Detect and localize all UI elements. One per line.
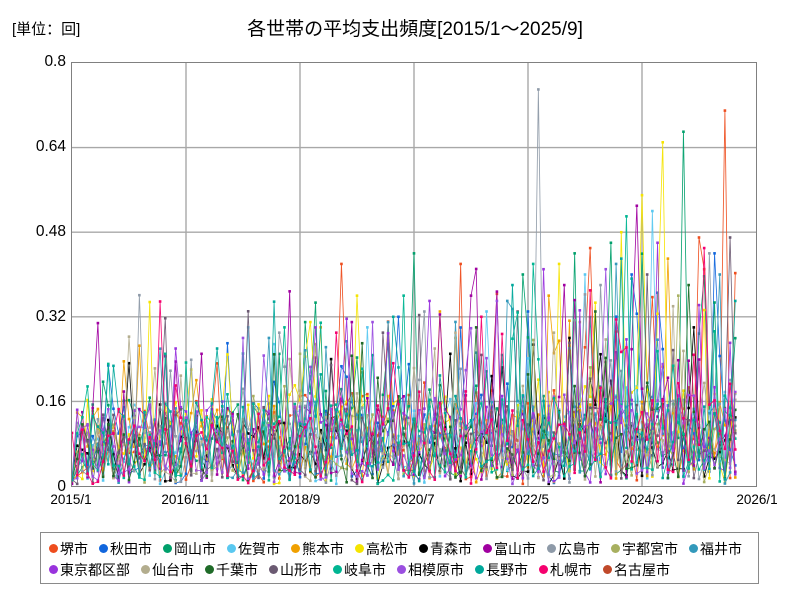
- x-tick-2016-11: 2016/11: [161, 492, 210, 507]
- legend-label: 岐阜市: [344, 561, 386, 578]
- legend-label: 長野市: [486, 561, 528, 578]
- legend-marker-icon: [227, 544, 236, 553]
- legend-label: 宇都宮市: [622, 540, 678, 557]
- legend-marker-icon: [49, 544, 58, 553]
- legend-label: 佐賀市: [238, 540, 280, 557]
- y-axis-tick-labels: 0.8 0.64 0.48 0.32 0.16 0: [0, 0, 66, 600]
- y-tick-0.48: 0.48: [35, 223, 66, 240]
- plot-area: [71, 62, 757, 487]
- x-tick-2015-1: 2015/1: [50, 492, 92, 507]
- legend-marker-icon: [603, 565, 612, 574]
- legend-label: 広島市: [558, 540, 600, 557]
- chart-title: 各世帯の平均支出頻度[2015/1～2025/9]: [247, 19, 583, 40]
- legend-item-堺市[interactable]: 堺市: [49, 542, 88, 556]
- legend: 堺市 秋田市 岡山市 佐賀市 熊本市 高松市 青森市 富山市 広島市 宇都宮市 福井市 東京都区部 仙…: [40, 532, 759, 584]
- legend-item-富山市[interactable]: 富山市: [483, 542, 536, 556]
- legend-marker-icon: [333, 565, 342, 574]
- legend-marker-icon: [611, 544, 620, 553]
- unit-label: [単位：回]: [12, 21, 81, 38]
- legend-label: 高松市: [366, 540, 408, 557]
- legend-marker-icon: [475, 565, 484, 574]
- legend-row-1: 堺市 秋田市 岡山市 佐賀市 熊本市 高松市 青森市 富山市 広島市 宇都宮市 福井市: [49, 538, 750, 559]
- legend-item-長野市[interactable]: 長野市: [475, 563, 528, 577]
- legend-marker-icon: [205, 565, 214, 574]
- legend-item-相模原市[interactable]: 相模原市: [397, 563, 464, 577]
- legend-item-秋田市[interactable]: 秋田市: [99, 542, 152, 556]
- legend-marker-icon: [163, 544, 172, 553]
- legend-item-岐阜市[interactable]: 岐阜市: [333, 563, 386, 577]
- legend-label: 東京都区部: [60, 561, 130, 578]
- series-長野市: [72, 257, 737, 483]
- legend-label: 山形市: [280, 561, 322, 578]
- legend-marker-icon: [49, 565, 58, 574]
- series-札幌市: [72, 246, 737, 485]
- x-tick-2022-5: 2022/5: [507, 492, 549, 507]
- legend-item-熊本市[interactable]: 熊本市: [291, 542, 344, 556]
- legend-item-山形市[interactable]: 山形市: [269, 563, 322, 577]
- legend-item-福井市[interactable]: 福井市: [689, 542, 742, 556]
- y-tick-0.8: 0.8: [44, 53, 66, 70]
- legend-item-宇都宮市[interactable]: 宇都宮市: [611, 542, 678, 556]
- x-tick-2026-1: 2026/1: [736, 492, 778, 507]
- legend-label: 福井市: [700, 540, 742, 557]
- legend-marker-icon: [483, 544, 492, 553]
- legend-item-千葉市[interactable]: 千葉市: [205, 563, 258, 577]
- legend-marker-icon: [99, 544, 108, 553]
- legend-label: 札幌市: [550, 561, 592, 578]
- legend-label: 仙台市: [152, 561, 194, 578]
- y-tick-0: 0: [57, 478, 66, 495]
- legend-marker-icon: [355, 544, 364, 553]
- legend-label: 堺市: [60, 540, 88, 557]
- legend-item-広島市[interactable]: 広島市: [547, 542, 600, 556]
- y-tick-0.64: 0.64: [35, 138, 66, 155]
- x-tick-2024-3: 2024/3: [622, 492, 664, 507]
- legend-marker-icon: [419, 544, 428, 553]
- legend-marker-icon: [539, 565, 548, 574]
- legend-label: 名古屋市: [614, 561, 670, 578]
- legend-label: 相模原市: [408, 561, 464, 578]
- legend-item-名古屋市[interactable]: 名古屋市: [603, 563, 670, 577]
- legend-item-札幌市[interactable]: 札幌市: [539, 563, 592, 577]
- legend-label: 青森市: [430, 540, 472, 557]
- legend-item-岡山市[interactable]: 岡山市: [163, 542, 216, 556]
- legend-label: 富山市: [494, 540, 536, 557]
- legend-label: 千葉市: [216, 561, 258, 578]
- legend-marker-icon: [547, 544, 556, 553]
- legend-label: 岡山市: [174, 540, 216, 557]
- legend-item-東京都区部[interactable]: 東京都区部: [49, 563, 130, 577]
- x-tick-2020-7: 2020/7: [393, 492, 435, 507]
- legend-label: 熊本市: [302, 540, 344, 557]
- y-tick-0.16: 0.16: [35, 393, 66, 410]
- legend-marker-icon: [291, 544, 300, 553]
- legend-marker-icon: [269, 565, 278, 574]
- legend-marker-icon: [397, 565, 406, 574]
- legend-label: 秋田市: [110, 540, 152, 557]
- legend-row-2: 東京都区部 仙台市 千葉市 山形市 岐阜市 相模原市 長野市 札幌市 名古屋市: [49, 559, 750, 580]
- legend-marker-icon: [141, 565, 150, 574]
- y-tick-0.32: 0.32: [35, 308, 66, 325]
- x-tick-2018-9: 2018/9: [279, 492, 321, 507]
- series-canvas: [72, 63, 756, 486]
- legend-item-青森市[interactable]: 青森市: [419, 542, 472, 556]
- legend-marker-icon: [689, 544, 698, 553]
- legend-item-佐賀市[interactable]: 佐賀市: [227, 542, 280, 556]
- legend-item-高松市[interactable]: 高松市: [355, 542, 408, 556]
- legend-item-仙台市[interactable]: 仙台市: [141, 563, 194, 577]
